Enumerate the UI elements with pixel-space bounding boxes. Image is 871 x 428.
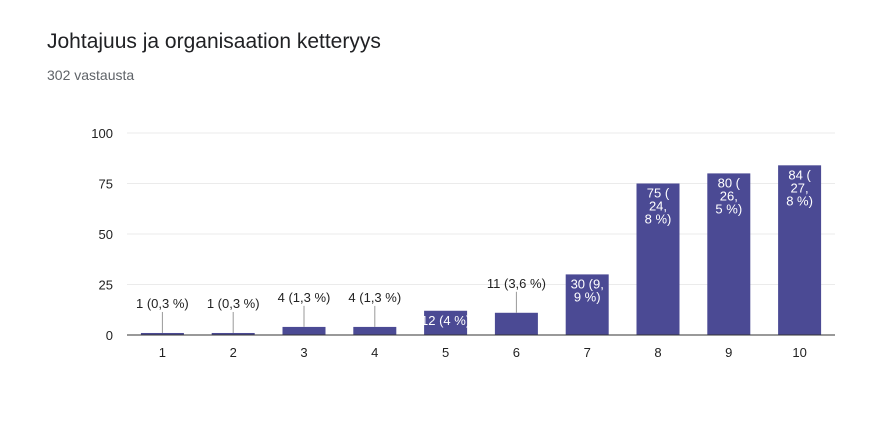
bar <box>424 310 468 335</box>
data-label: 84 (27, 8 %) <box>786 167 813 208</box>
data-label: 11 (3,6 %) <box>487 276 546 291</box>
x-tick-label: 8 <box>654 345 661 360</box>
chart-title: Johtajuus ja organisaation ketteryys <box>47 30 381 53</box>
data-label: 12 (4 %) <box>421 313 470 328</box>
y-tick-label: 25 <box>99 278 113 293</box>
x-axis-ticks: 1 2 3 4 5 6 7 8 9 10 <box>159 345 807 360</box>
x-tick-label: 4 <box>371 345 378 360</box>
y-tick-label: 50 <box>99 227 113 242</box>
bar <box>353 326 397 335</box>
data-label: 1 (0,3 %) <box>136 296 189 311</box>
bar <box>707 173 751 335</box>
x-tick-label: 1 <box>159 345 166 360</box>
x-tick-label: 9 <box>725 345 732 360</box>
bar <box>778 165 822 335</box>
data-label: 80 (26, 5 %) <box>715 175 742 216</box>
bar <box>565 274 609 335</box>
x-tick-label: 5 <box>442 345 449 360</box>
data-label: 30 (9, 9 %) <box>571 276 604 304</box>
bar <box>140 332 184 335</box>
y-axis-ticks: 0 25 50 75 100 <box>91 126 113 343</box>
y-tick-label: 100 <box>91 126 113 141</box>
x-tick-label: 7 <box>584 345 591 360</box>
x-tick-label: 3 <box>300 345 307 360</box>
bar <box>636 183 680 335</box>
x-tick-label: 2 <box>230 345 237 360</box>
bar <box>211 332 255 335</box>
data-label: 1 (0,3 %) <box>207 296 260 311</box>
data-label: 4 (1,3 %) <box>348 290 401 305</box>
x-tick-label: 10 <box>792 345 806 360</box>
y-tick-label: 75 <box>99 177 113 192</box>
data-label: 4 (1,3 %) <box>278 290 331 305</box>
bars: 1 (0,3 %) 1 (0,3 %) 4 (1,3 %) 4 (1,3 %) 12 (… <box>136 165 822 335</box>
data-label: 75 (24, 8 %) <box>645 186 672 227</box>
response-count: 302 vastausta <box>47 67 135 83</box>
y-tick-label: 0 <box>106 328 113 343</box>
x-tick-label: 6 <box>513 345 520 360</box>
bar <box>282 326 326 335</box>
bar <box>494 312 538 335</box>
